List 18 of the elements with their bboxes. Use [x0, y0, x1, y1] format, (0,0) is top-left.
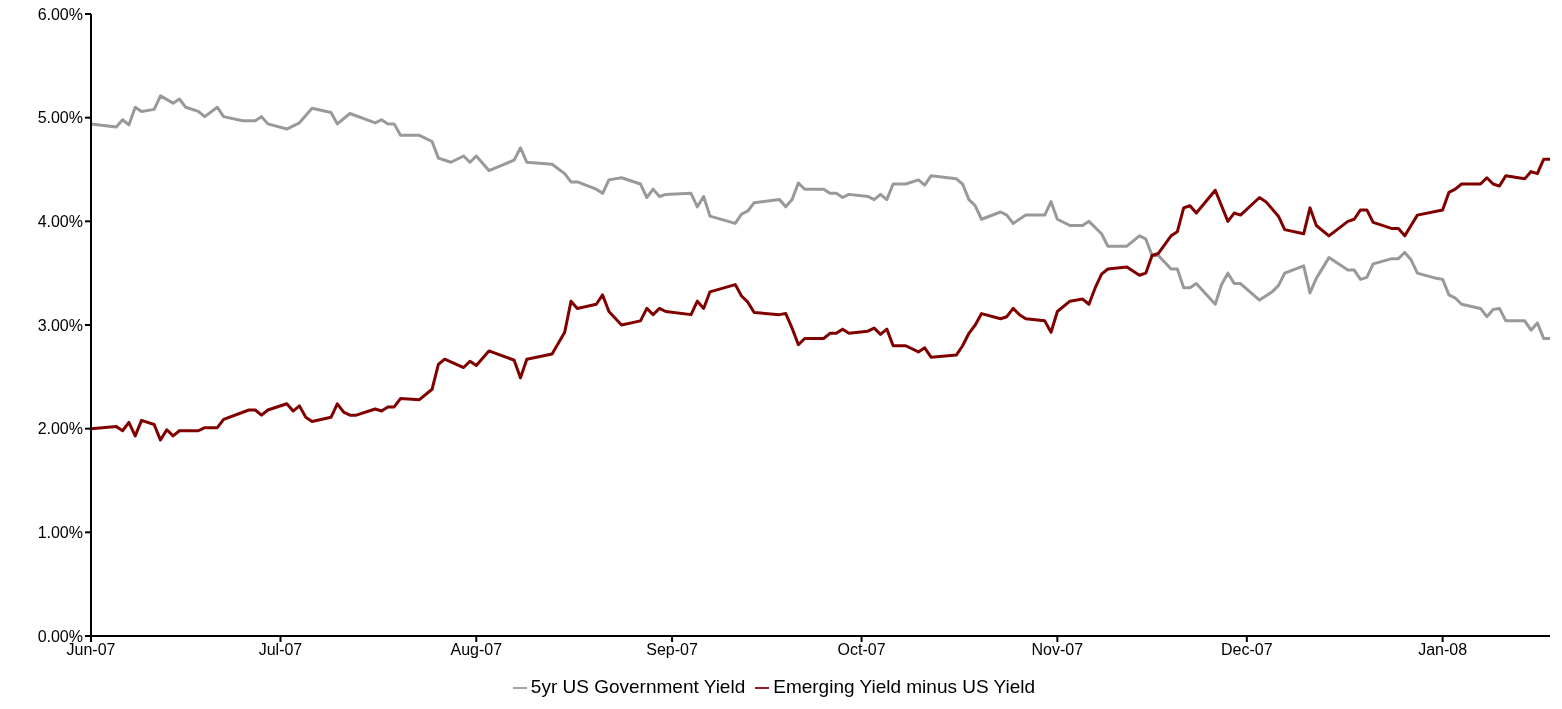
line-series — [91, 94, 1550, 340]
x-tick-label: Nov-07 — [1031, 641, 1084, 659]
y-tick-label: 3.00% — [37, 316, 83, 334]
x-tick-label: Jun-07 — [66, 641, 116, 659]
x-tick-label: Jul-07 — [258, 641, 303, 659]
x-tick-label: Aug-07 — [450, 641, 503, 659]
legend-label: Emerging Yield minus US Yield — [773, 676, 1036, 697]
legend-label: 5yr US Government Yield — [530, 676, 746, 697]
x-tick-label: Dec-07 — [1221, 641, 1273, 659]
x-tick-label: Sep-07 — [646, 641, 698, 659]
y-tick-label: 4.00% — [37, 213, 83, 231]
x-tick-label: Oct-07 — [837, 641, 886, 659]
y-tick-label: 2.00% — [37, 420, 83, 438]
y-tick-label: 5.00% — [37, 109, 83, 127]
x-tick-label: Jan-08 — [1418, 641, 1468, 659]
line-series — [91, 157, 1550, 442]
y-tick-label: 6.00% — [37, 5, 83, 23]
y-tick-label: 1.00% — [37, 524, 83, 542]
